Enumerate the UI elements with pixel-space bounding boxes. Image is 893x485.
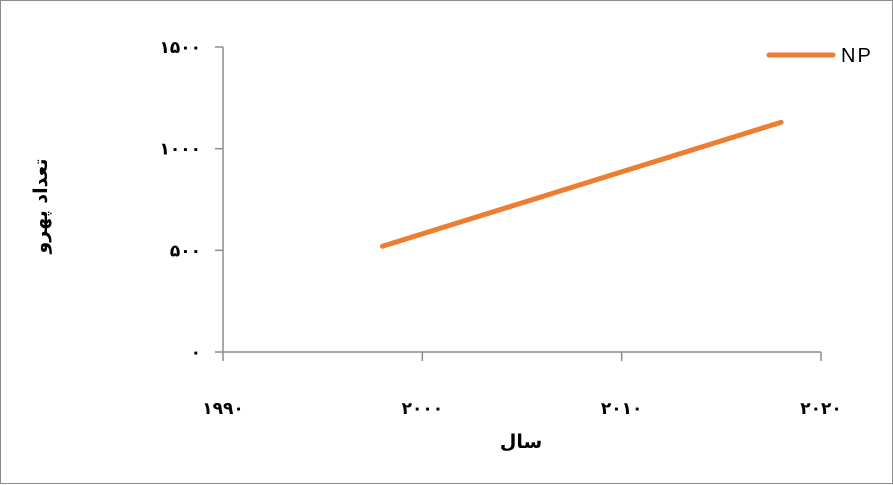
y-axis-title: تعداد پهرو: [30, 158, 52, 254]
x-tick-label: ۲۰۰۰: [402, 399, 444, 419]
y-tick-label: ۱۰۰۰: [159, 140, 201, 160]
y-tick-label: ۵۰۰: [170, 241, 201, 261]
y-ticks: ۰ ۵۰۰ ۱۰۰۰ ۱۵۰۰: [159, 38, 223, 363]
legend-label-np: NP: [841, 45, 873, 67]
y-tick-label: ۱۵۰۰: [159, 38, 201, 58]
x-tick-label: ۱۹۹۰: [202, 399, 244, 419]
series-line-np: [379, 119, 784, 249]
x-axis-title: سال: [500, 431, 542, 453]
x-tick-label: ۲۰۱۰: [601, 399, 643, 419]
x-ticks: ۱۹۹۰ ۲۰۰۰ ۲۰۱۰ ۲۰۲۰: [202, 352, 842, 419]
legend: NP: [766, 45, 873, 67]
series-group: [379, 119, 784, 249]
chart-axes: [222, 47, 821, 353]
y-tick-label: ۰: [191, 343, 201, 363]
x-tick-label: ۲۰۲۰: [800, 399, 842, 419]
